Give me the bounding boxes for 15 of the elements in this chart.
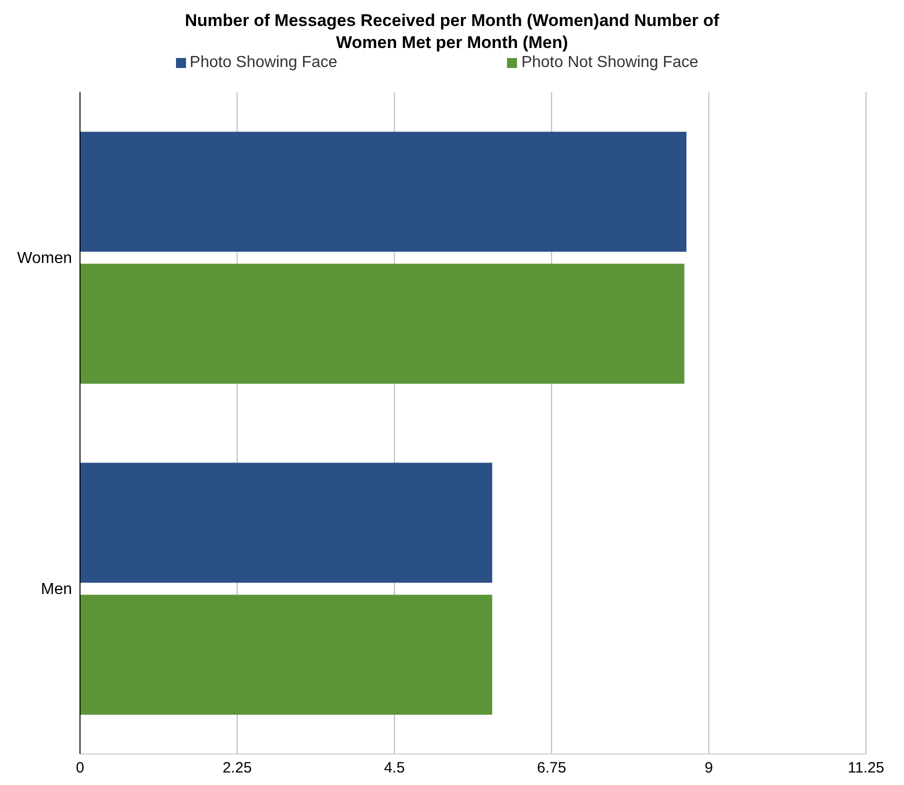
x-tick-label: 6.75: [537, 760, 566, 777]
y-tick-label: Women: [17, 250, 72, 268]
bar: [80, 594, 492, 715]
legend-label: Photo Showing Face: [188, 54, 338, 72]
legend-label: Photo Not Showing Face: [520, 54, 698, 72]
chart-title: Number of Messages Received per Month (Women)and Number of Women Met per Month (Men): [184, 10, 720, 54]
bar: [80, 132, 686, 252]
x-tick-label: 9: [704, 760, 713, 777]
x-tick-label: 4.5: [384, 760, 405, 777]
bar: [80, 462, 492, 583]
x-tick-label: 2.25: [222, 760, 252, 777]
y-tick-label: Men: [40, 581, 72, 598]
x-tick-label: 11.25: [848, 760, 884, 777]
x-tick-label: 0: [76, 760, 84, 777]
bar: [80, 264, 684, 384]
